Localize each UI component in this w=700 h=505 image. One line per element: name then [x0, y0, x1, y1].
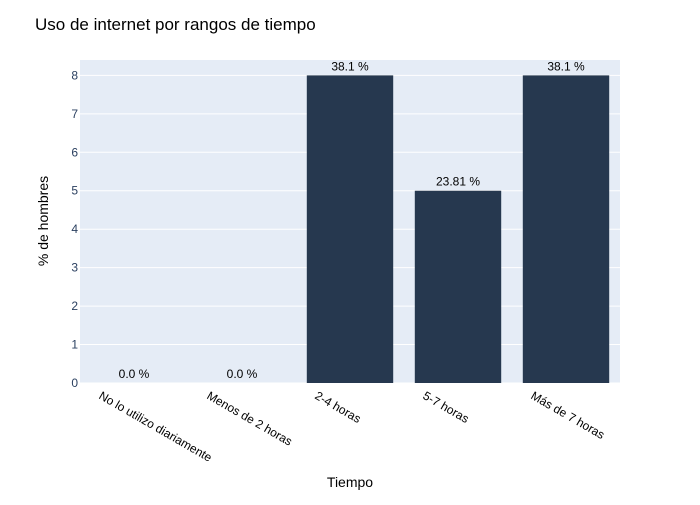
y-tick-label: 2 [71, 299, 78, 313]
y-tick-label: 8 [71, 68, 78, 82]
x-axis-title: Tiempo [327, 474, 373, 490]
y-tick-label: 3 [71, 261, 78, 275]
y-tick-label: 7 [71, 107, 78, 121]
x-tick-label: Menos de 2 horas [205, 388, 295, 448]
bar [306, 75, 394, 383]
x-tick-label: Más de 7 horas [529, 388, 608, 441]
x-tick-label: No lo utilizo diariamente [97, 388, 215, 464]
chart-title: Uso de internet por rangos de tiempo [35, 15, 316, 34]
data-labels: 0.0 % 0.0 % 38.1 % 23.81 % 38.1 % [119, 59, 585, 381]
bar-data-label: 0.0 % [227, 367, 258, 381]
x-tick-label: 5-7 horas [421, 388, 472, 425]
bar-data-label: 23.81 % [436, 175, 480, 189]
y-axis-title: % de hombres [35, 176, 51, 266]
bar-data-label: 38.1 % [331, 59, 369, 73]
y-tick-label: 0 [71, 376, 78, 390]
bar-data-label: 38.1 % [547, 59, 585, 73]
bars [306, 75, 610, 383]
y-tick-label: 6 [71, 145, 78, 159]
y-axis-ticks: 0 1 2 3 4 5 6 7 8 [71, 68, 78, 390]
x-tick-label: 2-4 horas [313, 388, 364, 425]
bar [522, 75, 610, 383]
y-tick-label: 4 [71, 222, 78, 236]
y-tick-label: 5 [71, 184, 78, 198]
bar-data-label: 0.0 % [119, 367, 150, 381]
bar [414, 190, 502, 383]
y-tick-label: 1 [71, 338, 78, 352]
